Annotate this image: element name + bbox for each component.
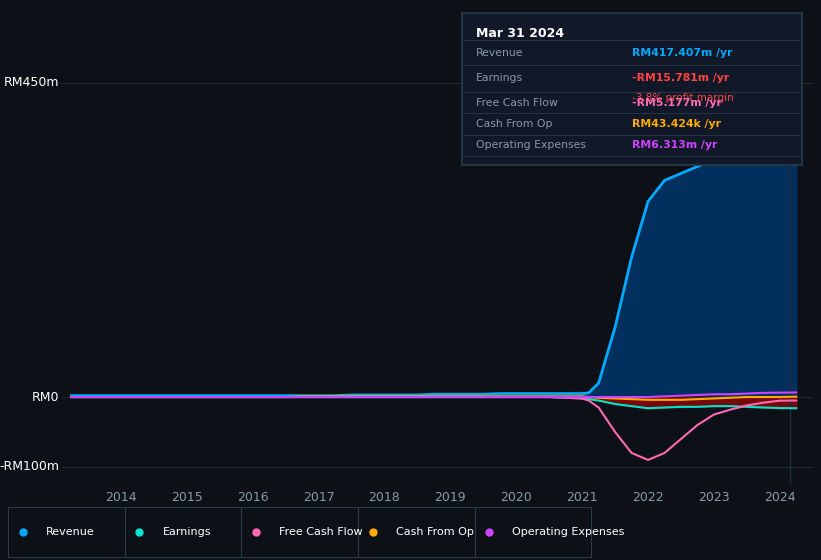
Text: RM0: RM0 <box>32 390 59 404</box>
Text: Free Cash Flow: Free Cash Flow <box>475 97 557 108</box>
Text: Cash From Op: Cash From Op <box>475 119 552 129</box>
Text: Revenue: Revenue <box>475 48 523 58</box>
Text: RM43.424k /yr: RM43.424k /yr <box>632 119 721 129</box>
Text: -RM15.781m /yr: -RM15.781m /yr <box>632 73 729 83</box>
Text: Earnings: Earnings <box>475 73 523 83</box>
Text: Revenue: Revenue <box>46 527 95 537</box>
Text: RM6.313m /yr: RM6.313m /yr <box>632 140 718 150</box>
Text: -3.8% profit margin: -3.8% profit margin <box>632 93 734 103</box>
Text: -RM5.177m /yr: -RM5.177m /yr <box>632 97 722 108</box>
Text: Earnings: Earnings <box>163 527 211 537</box>
Text: RM450m: RM450m <box>4 76 59 89</box>
Text: Cash From Op: Cash From Op <box>396 527 474 537</box>
Text: Operating Expenses: Operating Expenses <box>512 527 625 537</box>
Text: RM417.407m /yr: RM417.407m /yr <box>632 48 732 58</box>
Text: Operating Expenses: Operating Expenses <box>475 140 585 150</box>
Text: Free Cash Flow: Free Cash Flow <box>279 527 363 537</box>
Text: -RM100m: -RM100m <box>0 460 59 473</box>
Text: Mar 31 2024: Mar 31 2024 <box>475 27 564 40</box>
